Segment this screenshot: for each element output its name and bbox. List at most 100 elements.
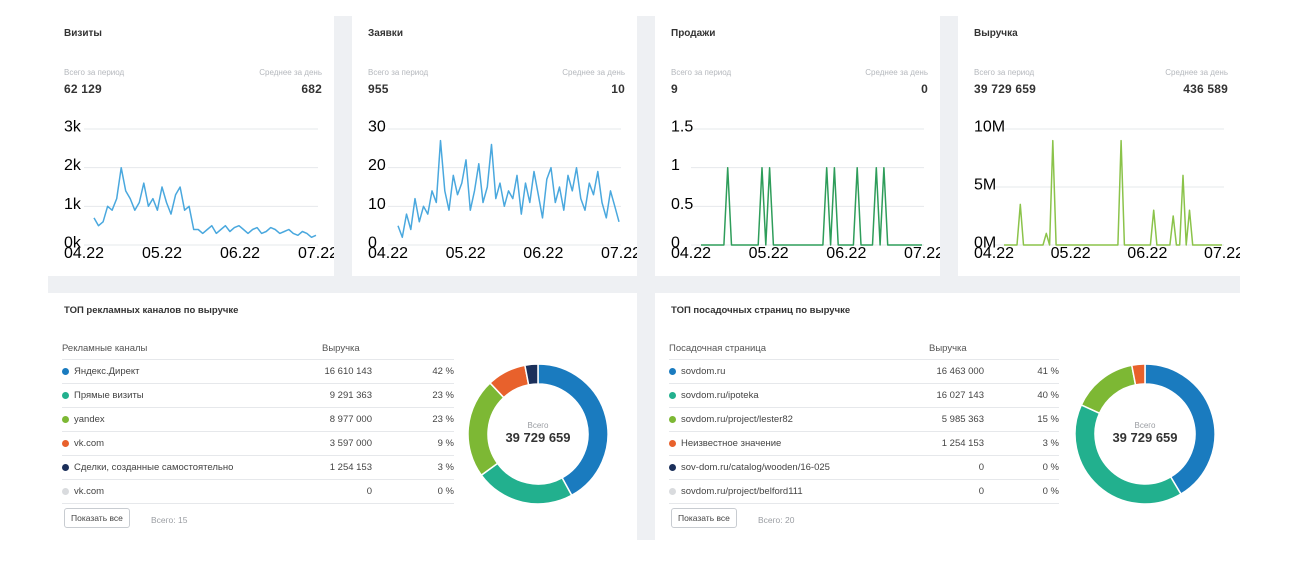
donut-slice[interactable] bbox=[480, 462, 573, 505]
x-tick-label: 04.22 bbox=[64, 245, 104, 262]
x-tick-label: 07.22 bbox=[904, 245, 940, 262]
total-label: Всего за период bbox=[671, 68, 732, 77]
average-label: Среднее за день bbox=[1165, 68, 1228, 77]
row-percent: 40 % bbox=[984, 383, 1059, 408]
y-tick-label: 0 bbox=[671, 235, 680, 252]
show-all-pages-button[interactable]: Показать все bbox=[671, 508, 737, 528]
row-percent: 0 % bbox=[372, 479, 454, 504]
y-tick-label: 10M bbox=[974, 119, 1005, 136]
donut-slice[interactable] bbox=[524, 363, 539, 386]
row-percent: 0 % bbox=[984, 455, 1059, 480]
legend-dot-icon bbox=[669, 391, 676, 399]
y-tick-label: 0 bbox=[368, 235, 377, 252]
table-row[interactable]: yandex 8 977 000 23 % bbox=[62, 407, 454, 432]
table-row[interactable]: sovdom.ru 16 463 000 41 % bbox=[669, 359, 1059, 384]
series-line bbox=[1004, 139, 1222, 246]
row-name: vk.com bbox=[74, 486, 105, 497]
table-row[interactable]: Яндекс.Директ 16 610 143 42 % bbox=[62, 359, 454, 384]
table-row[interactable]: sovdom.ru/project/lester82 5 985 363 15 % bbox=[669, 407, 1059, 432]
legend-dot-icon bbox=[669, 415, 676, 423]
legend-dot-icon bbox=[62, 463, 69, 471]
table-row[interactable]: sovdom.ru/project/belford111 0 0 % bbox=[669, 479, 1059, 504]
top-pages-card: ТОП посадочных страниц по выручке Посадо… bbox=[655, 293, 1240, 540]
series-line bbox=[93, 166, 317, 239]
donut-slice[interactable] bbox=[1074, 403, 1182, 505]
x-tick-label: 06.22 bbox=[220, 245, 260, 262]
row-name: vk.com bbox=[74, 438, 105, 449]
kpi-title: Выручка bbox=[974, 28, 1018, 39]
row-value: 8 977 000 bbox=[322, 407, 372, 432]
table-row[interactable]: Неизвестное значение 1 254 153 3 % bbox=[669, 431, 1059, 456]
x-tick-label: 06.22 bbox=[826, 245, 866, 262]
y-tick-label: 10 bbox=[368, 196, 386, 213]
x-tick-label: 06.22 bbox=[1127, 245, 1167, 262]
row-name-cell: sov-dom.ru/catalog/wooden/16-025 bbox=[669, 455, 929, 480]
total-label: Всего за период bbox=[64, 68, 125, 77]
kpi-line-chart: 0 10 20 30 04.22 05.22 06.22 07.22 bbox=[368, 119, 637, 263]
kpi-line-chart: 0 0.5 1 1.5 04.22 05.22 06.22 07.22 bbox=[671, 119, 940, 263]
x-tick-label: 05.22 bbox=[749, 245, 789, 262]
row-name-cell: sovdom.ru/project/lester82 bbox=[669, 407, 929, 432]
x-tick-label: 06.22 bbox=[523, 245, 563, 262]
y-tick-label: 20 bbox=[368, 157, 386, 174]
legend-dot-icon bbox=[62, 415, 69, 423]
row-value: 1 254 153 bbox=[322, 455, 372, 480]
top-pages-table: Посадочная страница Выручка sovdom.ru 16 … bbox=[669, 337, 1059, 504]
average-label: Среднее за день bbox=[259, 68, 322, 77]
kpi-card-requests: Заявки Всего за период 955 Среднее за день 1… bbox=[352, 16, 637, 276]
row-percent: 3 % bbox=[372, 455, 454, 480]
row-name-cell: vk.com bbox=[62, 431, 322, 456]
x-tick-label: 04.22 bbox=[368, 245, 408, 262]
row-value: 0 bbox=[322, 479, 372, 504]
donut-center-label: Всего bbox=[1135, 421, 1157, 430]
table-header: Рекламные каналы Выручка bbox=[62, 337, 454, 360]
table-row[interactable]: sovdom.ru/ipoteka 16 027 143 40 % bbox=[669, 383, 1059, 408]
table-row[interactable]: sov-dom.ru/catalog/wooden/16-025 0 0 % bbox=[669, 455, 1059, 480]
y-tick-label: 2k bbox=[64, 157, 82, 174]
top-channels-table: Рекламные каналы Выручка Яндекс.Директ 16… bbox=[62, 337, 454, 504]
series-line bbox=[397, 139, 620, 239]
row-percent: 23 % bbox=[372, 407, 454, 432]
row-percent: 23 % bbox=[372, 383, 454, 408]
table-row[interactable]: vk.com 3 597 000 9 % bbox=[62, 431, 454, 456]
donut-slice[interactable] bbox=[1080, 364, 1137, 415]
average-label: Среднее за день bbox=[562, 68, 625, 77]
total-value: 9 bbox=[671, 82, 678, 96]
kpi-title: Визиты bbox=[64, 28, 102, 39]
x-tick-label: 04.22 bbox=[671, 245, 711, 262]
row-percent: 0 % bbox=[984, 479, 1059, 504]
table-row[interactable]: Прямые визиты 9 291 363 23 % bbox=[62, 383, 454, 408]
column-header-landing-page: Посадочная страница bbox=[669, 337, 929, 360]
show-all-channels-button[interactable]: Показать все bbox=[64, 508, 130, 528]
average-value: 10 bbox=[611, 82, 625, 96]
donut-slice[interactable] bbox=[1130, 363, 1146, 386]
kpi-card-sales: Продажи Всего за период 9 Среднее за день 0 0… bbox=[655, 16, 940, 276]
row-name: Сделки, созданные самостоятельно bbox=[74, 462, 234, 473]
total-label: Всего за период bbox=[368, 68, 429, 77]
table-header: Посадочная страница Выручка bbox=[669, 337, 1059, 360]
table-row[interactable]: vk.com 0 0 % bbox=[62, 479, 454, 504]
average-value: 682 bbox=[301, 82, 322, 96]
table-row[interactable]: Сделки, созданные самостоятельно 1 254 15… bbox=[62, 455, 454, 480]
top-channels-card: ТОП рекламных каналов по выручке Рекламн… bbox=[48, 293, 637, 540]
y-tick-label: 30 bbox=[368, 119, 386, 136]
y-tick-label: 0.5 bbox=[671, 196, 693, 213]
row-percent: 42 % bbox=[372, 359, 454, 384]
legend-dot-icon bbox=[669, 367, 676, 375]
row-value: 0 bbox=[929, 455, 984, 480]
row-percent: 9 % bbox=[372, 431, 454, 456]
y-tick-label: 1.5 bbox=[671, 119, 693, 136]
y-tick-label: 1 bbox=[671, 157, 680, 174]
legend-dot-icon bbox=[669, 439, 676, 447]
x-tick-label: 05.22 bbox=[446, 245, 486, 262]
row-name-cell: Яндекс.Директ bbox=[62, 359, 322, 384]
column-header-revenue: Выручка bbox=[929, 337, 984, 360]
y-tick-label: 3k bbox=[64, 119, 82, 136]
row-value: 16 463 000 bbox=[929, 359, 984, 384]
donut-slice[interactable] bbox=[467, 381, 505, 477]
average-value: 0 bbox=[921, 82, 928, 96]
legend-dot-icon bbox=[669, 487, 676, 495]
total-value: 39 729 659 bbox=[974, 82, 1037, 96]
